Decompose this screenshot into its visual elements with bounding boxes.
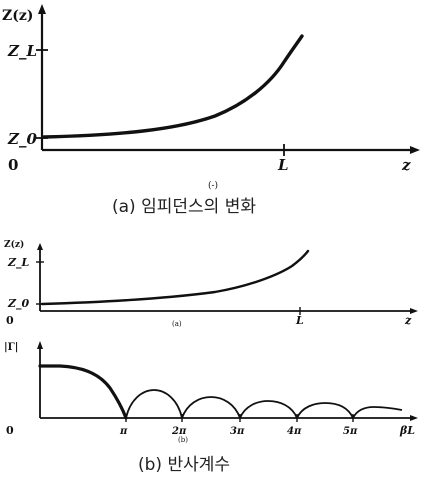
refl-lobe-3 — [181, 396, 241, 419]
top-z0-label: Z_0 — [7, 130, 37, 148]
refl-lobe-2 — [125, 389, 183, 419]
bottom-impedance-plot: Z(z) Z_L Z_0 0 L z (a) — [4, 239, 418, 328]
top-y-axis-label: Z(z) — [2, 8, 33, 24]
top-x-axis-arrow — [410, 146, 420, 154]
refl-x-axis-label: βL — [399, 424, 415, 437]
refl-tick-label-5pi: 5π — [343, 426, 358, 437]
bottom-imp-z0-label: Z_0 — [7, 297, 30, 311]
bottom-imp-y-axis-arrow — [37, 243, 43, 250]
refl-lobe-4 — [239, 400, 298, 419]
top-l-label: L — [277, 156, 289, 174]
refl-lobe-1 — [38, 364, 128, 420]
refl-tick-label-2pi: 2π — [171, 426, 187, 437]
bottom-imp-y-axis-label: Z(z) — [4, 239, 24, 250]
bottom-imp-x-axis-label: z — [404, 314, 412, 327]
refl-lobe-6 — [352, 406, 403, 419]
bottom-imp-sublabel: (a) — [172, 320, 182, 328]
bottom-impedance-curve — [40, 249, 310, 306]
bottom-imp-l-label: L — [295, 314, 304, 327]
refl-y-axis-arrow — [37, 341, 43, 349]
bottom-imp-zl-label: Z_L — [7, 256, 30, 270]
refl-y-axis-label: |Γ| — [4, 342, 18, 353]
refl-tick-label-0: 0 — [6, 424, 14, 437]
top-impedance-plot: Z(z) Z_L Z_0 0 L z (-) (a) 임피던스의 변화 — [2, 4, 420, 217]
top-zl-label: Z_L — [7, 42, 37, 60]
refl-tick-label-4pi: 4π — [287, 426, 302, 437]
reflection-plot: |Γ| 0 π 2π 3π 4π 5π βL (b) — [4, 341, 418, 444]
refl-x-axis-arrow — [410, 415, 418, 421]
caption-a: (a) 임피던스의 변화 — [112, 197, 256, 217]
top-y-axis-arrow — [38, 4, 46, 14]
refl-sublabel: (b) — [178, 436, 188, 444]
refl-tick-label-3pi: 3π — [230, 426, 245, 437]
top-impedance-curve — [42, 34, 304, 139]
top-origin-label: 0 — [8, 156, 18, 174]
refl-tick-label-pi: π — [119, 426, 128, 437]
refl-lobe-5 — [296, 402, 354, 419]
caption-b: (b) 반사계수 — [138, 455, 230, 475]
bottom-imp-x-axis-arrow — [410, 308, 418, 314]
top-sublabel: (-) — [208, 180, 218, 191]
bottom-imp-origin-label: 0 — [6, 314, 14, 327]
top-x-axis-label: z — [401, 156, 411, 174]
